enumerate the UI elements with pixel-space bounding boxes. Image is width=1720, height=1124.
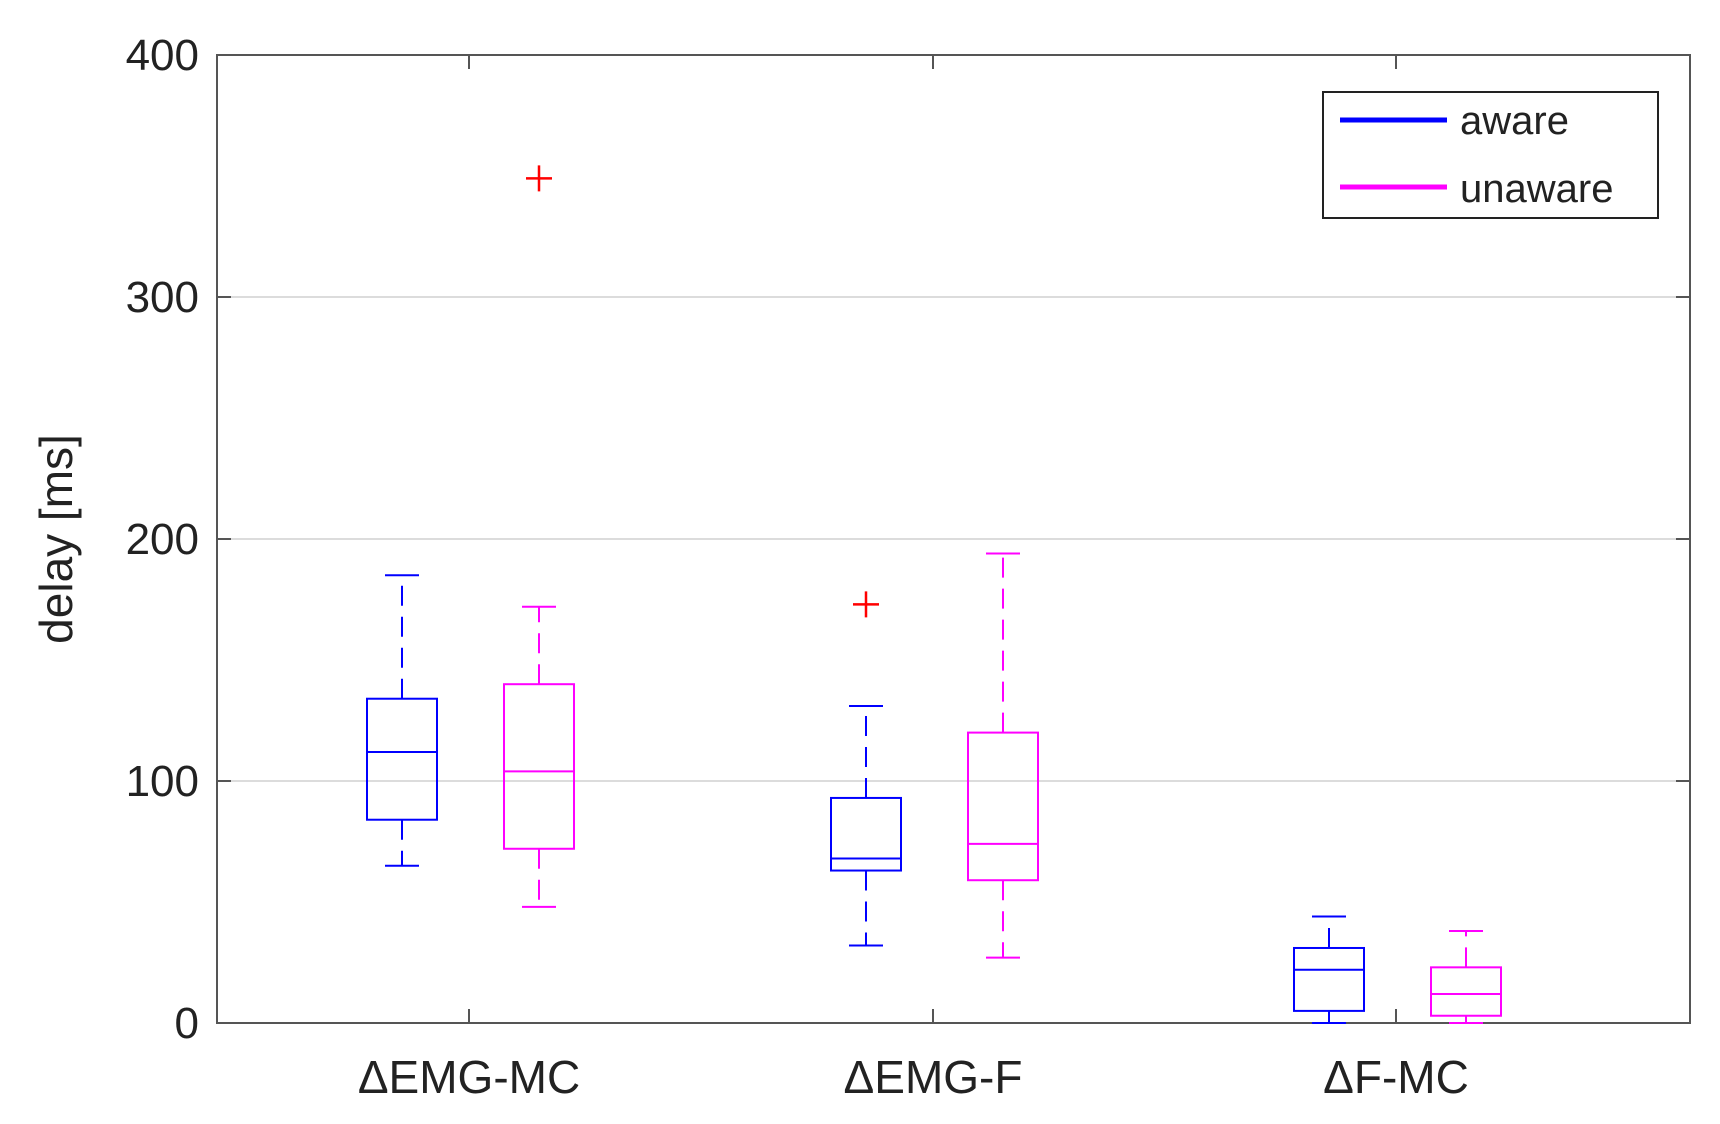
y-tick-label: 400 <box>126 31 199 80</box>
gridlines <box>217 296 1690 782</box>
y-tick-label: 100 <box>126 757 199 806</box>
legend: aware unaware <box>1322 91 1659 219</box>
iqr-box <box>1293 946 1365 1012</box>
box-aware <box>1293 915 1365 1024</box>
box-unaware <box>967 552 1039 959</box>
iqr-box <box>830 796 902 872</box>
iqr-box <box>366 697 438 821</box>
legend-label-unaware: unaware <box>1460 167 1613 211</box>
box-aware <box>366 574 438 867</box>
legend-box <box>1322 91 1659 219</box>
iqr-box <box>967 731 1039 882</box>
y-axis-label: delay [ms] <box>30 434 82 644</box>
box-unaware <box>1430 930 1502 1024</box>
outlier-marker <box>853 591 879 618</box>
x-tick-label: ΔEMG-F <box>844 1051 1023 1103</box>
box-aware <box>830 591 902 947</box>
boxes <box>366 165 1502 1024</box>
x-tick-label: ΔF-MC <box>1323 1051 1469 1103</box>
box-unaware <box>503 165 575 908</box>
y-tick-label: 200 <box>126 515 199 564</box>
axis-labels: 0 100 200 300 400 ΔEMG-MC ΔEMG-F ΔF-MC <box>126 31 1469 1103</box>
y-tick-label: 0 <box>175 999 199 1048</box>
legend-label-aware: aware <box>1460 99 1569 143</box>
y-tick-label: 300 <box>126 273 199 322</box>
iqr-box <box>503 683 575 850</box>
iqr-box <box>1430 966 1502 1017</box>
axis-ticks <box>217 54 1690 1024</box>
x-tick-label: ΔEMG-MC <box>358 1051 580 1103</box>
outlier-marker <box>526 165 552 192</box>
